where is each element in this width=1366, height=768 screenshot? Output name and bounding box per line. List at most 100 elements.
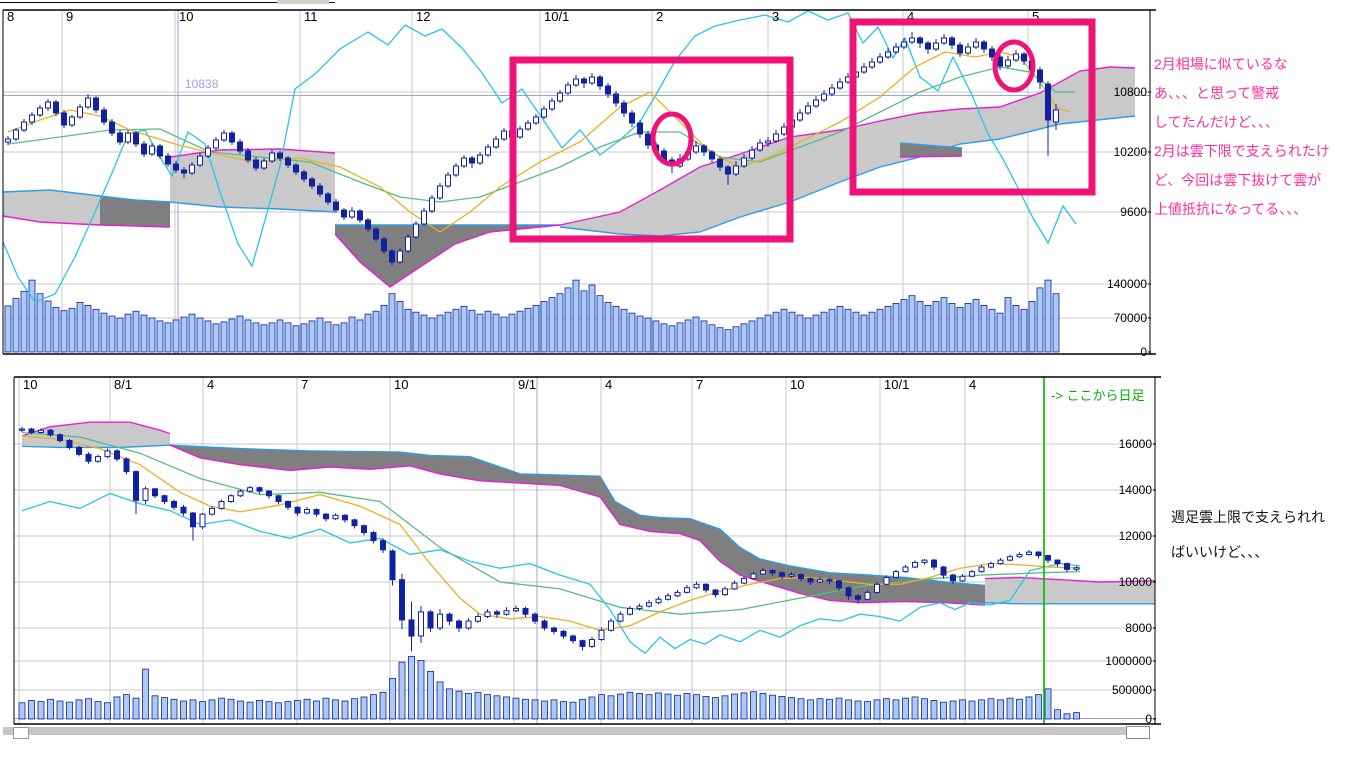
volume-bar (116, 317, 124, 353)
volume-bar (1020, 308, 1028, 353)
candle-down (317, 185, 323, 195)
scrollbar-right-box[interactable] (1126, 726, 1150, 739)
candle-down (1037, 69, 1043, 83)
volume-bar (389, 678, 396, 720)
volume-bar (854, 700, 862, 720)
volume-bar (556, 293, 564, 353)
volume-bar (37, 701, 45, 720)
volume-bar (124, 313, 132, 353)
candle-up (997, 559, 1004, 565)
candle-up (589, 639, 595, 647)
candle-down (173, 163, 179, 171)
candle-down (93, 97, 99, 111)
candle-down (313, 509, 320, 515)
candle-down (237, 141, 243, 152)
volume-bar (764, 314, 772, 353)
volume-bar (265, 701, 273, 720)
volume-bar (980, 304, 988, 353)
candle-down (1045, 555, 1051, 561)
candle-up (921, 559, 928, 563)
candle-down (256, 487, 263, 492)
chikou-span (2, 10, 1077, 303)
candle-up (1016, 553, 1023, 558)
candle-down (807, 578, 814, 583)
volume-bar (812, 314, 820, 353)
candle-up (829, 87, 835, 95)
window-crop-artifact-box (277, 0, 329, 4)
volume-bar (123, 694, 130, 720)
daily-switch-label: -> ここから日足 (1051, 388, 1145, 403)
candle-down (123, 458, 130, 473)
candle-up (788, 574, 795, 577)
candle-down (101, 109, 107, 123)
candle-down (798, 574, 804, 580)
candle-up (1013, 53, 1019, 61)
volume-bar (189, 699, 197, 720)
candle-down (389, 250, 395, 263)
volume-bar (132, 310, 140, 353)
candle-down (456, 620, 462, 629)
volume-bar (598, 694, 605, 720)
price-tick-label: 9600 (1120, 205, 1147, 219)
candle-up (38, 429, 44, 434)
volume-bar (455, 690, 463, 720)
candle-down (541, 620, 548, 629)
candle-up (805, 105, 811, 114)
volume-bar (604, 302, 612, 353)
volume-bar (852, 311, 860, 353)
horizontal-scrollbar-track[interactable] (3, 727, 1150, 735)
volume-bar (199, 701, 206, 720)
volume-bar (660, 323, 668, 353)
senkou-edge-bottom (904, 600, 986, 606)
kumo-cloud-light (985, 577, 1155, 604)
candle-down (229, 132, 235, 143)
volume-bar (940, 297, 948, 353)
candle-up (733, 165, 739, 175)
candle-down (277, 152, 283, 159)
scrollbar-left-thumb[interactable] (13, 727, 29, 739)
price-tick-label: 10200 (1114, 145, 1148, 159)
month-label: 10 (394, 377, 408, 392)
volume-bar (731, 693, 738, 720)
volume-bar (512, 697, 520, 720)
candle-down (532, 613, 538, 622)
candle-down (114, 450, 120, 460)
volume-bar (522, 698, 529, 720)
volume-bar (204, 320, 212, 353)
volume-bar (676, 322, 684, 353)
candle-up (646, 602, 652, 607)
volume-bar (541, 700, 548, 720)
candle-down (597, 76, 603, 87)
volume-bar (284, 322, 292, 353)
candle-down (551, 627, 557, 632)
candle-down (285, 501, 291, 508)
candle-down (446, 613, 453, 622)
candle-up (484, 611, 491, 618)
current-price-label: 10838 (185, 77, 219, 91)
price-tick-label: 12000 (1119, 529, 1153, 543)
volume-bar (1052, 293, 1060, 353)
volume-bar (807, 699, 814, 720)
volume-bar (748, 320, 756, 353)
volume-bar (484, 694, 491, 720)
volume-bar (700, 320, 708, 353)
tenkan-line (21, 435, 1081, 631)
volume-bar (508, 313, 516, 353)
candle-down (351, 519, 358, 527)
candle-down (275, 495, 282, 502)
candle-up (893, 571, 899, 578)
candle-down (266, 490, 272, 497)
volume-bar (693, 694, 700, 720)
candle-up (608, 620, 614, 631)
candle-down (1045, 83, 1051, 121)
candle-down (989, 48, 995, 58)
candle-up (988, 563, 994, 568)
candle-down (645, 133, 651, 146)
volume-bar (683, 693, 691, 720)
kumo-cloud-dark (900, 143, 962, 157)
candle-up (760, 570, 766, 575)
candle-up (1026, 551, 1032, 555)
volume-bar (412, 311, 420, 353)
volume-bar (252, 322, 260, 353)
